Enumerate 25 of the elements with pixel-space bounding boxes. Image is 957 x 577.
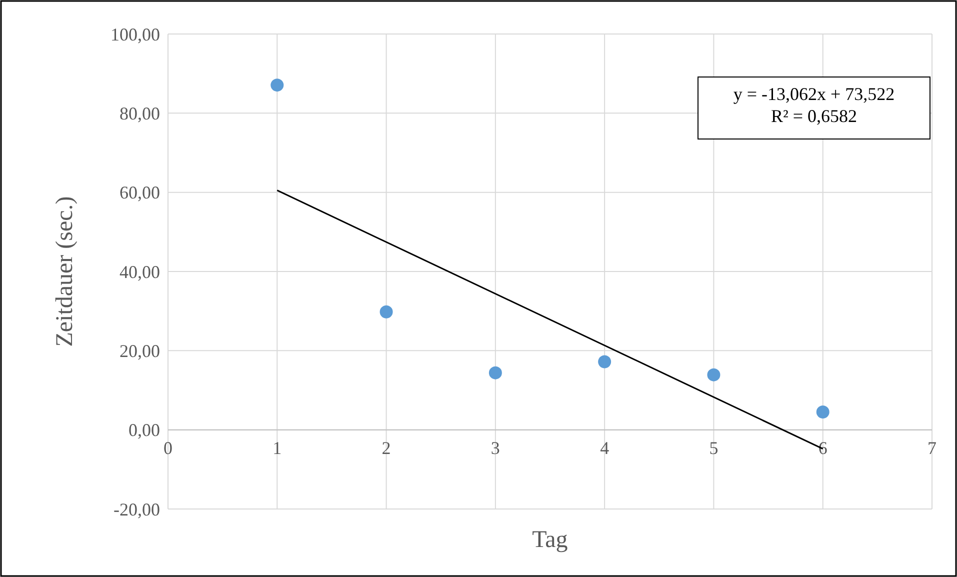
x-tick-label: 1	[272, 438, 282, 458]
x-tick-label: 2	[382, 438, 391, 458]
x-tick-label: 7	[928, 438, 936, 458]
equation-box: y = -13,062x + 73,522 R² = 0,6582	[698, 76, 930, 140]
point	[816, 406, 830, 419]
y-tick-label: -20,00	[114, 499, 160, 520]
x-tick-label: 5	[709, 438, 718, 458]
x-axis-title: Tag	[532, 527, 568, 553]
y-tick-label: 100,00	[110, 24, 160, 44]
y-tick-label: 20,00	[120, 340, 160, 361]
annotation: y = -13,062x + 73,522	[733, 84, 895, 104]
y-tick-label: 0,00	[128, 420, 160, 440]
point	[380, 305, 393, 318]
x-tick-label: 4	[600, 438, 610, 458]
point	[707, 368, 720, 382]
point	[598, 355, 612, 368]
x-tick-label: 0	[164, 438, 172, 458]
y-tick-label: 80,00	[120, 103, 160, 124]
x-tick-label: 3	[490, 438, 500, 458]
point	[488, 366, 502, 380]
annotation: R² = 0,6582	[770, 106, 858, 126]
point	[270, 78, 284, 92]
y-tick-label: 60,00	[120, 182, 160, 203]
y-axis-title: Zeitdauer (sec.)	[52, 196, 78, 347]
y-tick-label: 40,00	[120, 262, 160, 282]
